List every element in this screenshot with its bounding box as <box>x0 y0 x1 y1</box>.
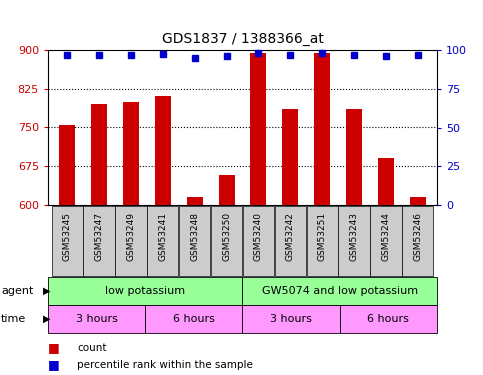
Bar <box>307 207 338 276</box>
Bar <box>147 207 178 276</box>
Text: GDS1837 / 1388366_at: GDS1837 / 1388366_at <box>161 32 324 46</box>
Text: ■: ■ <box>48 341 60 354</box>
Text: 3 hours: 3 hours <box>76 314 117 324</box>
Text: agent: agent <box>1 286 33 296</box>
Text: GSM53246: GSM53246 <box>413 212 422 261</box>
Bar <box>179 207 210 276</box>
Text: percentile rank within the sample: percentile rank within the sample <box>77 360 253 369</box>
Bar <box>283 110 298 205</box>
Text: GW5074 and low potassium: GW5074 and low potassium <box>262 286 418 296</box>
Text: GSM53244: GSM53244 <box>382 212 390 261</box>
Bar <box>187 197 203 205</box>
Bar <box>314 53 330 205</box>
Text: GSM53250: GSM53250 <box>222 212 231 261</box>
Text: GSM53242: GSM53242 <box>286 212 295 261</box>
Bar <box>91 104 107 205</box>
Bar <box>211 207 242 276</box>
Bar <box>251 53 267 205</box>
Bar <box>123 102 139 205</box>
Bar <box>219 175 235 205</box>
Text: ■: ■ <box>48 358 60 371</box>
Bar <box>243 207 274 276</box>
Text: time: time <box>1 314 26 324</box>
Bar <box>84 207 114 276</box>
Text: GSM53243: GSM53243 <box>350 212 358 261</box>
Text: GSM53240: GSM53240 <box>254 212 263 261</box>
Text: 3 hours: 3 hours <box>270 314 312 324</box>
Bar <box>339 207 369 276</box>
Bar <box>378 159 394 205</box>
Bar <box>402 207 434 276</box>
Text: GSM53245: GSM53245 <box>63 212 71 261</box>
Text: GSM53247: GSM53247 <box>95 212 103 261</box>
Bar <box>115 207 146 276</box>
Text: GSM53251: GSM53251 <box>318 212 327 261</box>
Bar <box>52 207 83 276</box>
Text: GSM53249: GSM53249 <box>127 212 135 261</box>
Text: ▶: ▶ <box>43 286 51 296</box>
Bar <box>275 207 306 276</box>
Bar <box>59 125 75 205</box>
Text: GSM53248: GSM53248 <box>190 212 199 261</box>
Text: ▶: ▶ <box>43 314 51 324</box>
Bar <box>155 96 171 205</box>
Text: count: count <box>77 343 106 353</box>
Text: low potassium: low potassium <box>105 286 185 296</box>
Bar <box>346 110 362 205</box>
Bar <box>370 207 401 276</box>
Text: GSM53241: GSM53241 <box>158 212 167 261</box>
Bar <box>410 197 426 205</box>
Text: 6 hours: 6 hours <box>173 314 215 324</box>
Text: 6 hours: 6 hours <box>368 314 409 324</box>
